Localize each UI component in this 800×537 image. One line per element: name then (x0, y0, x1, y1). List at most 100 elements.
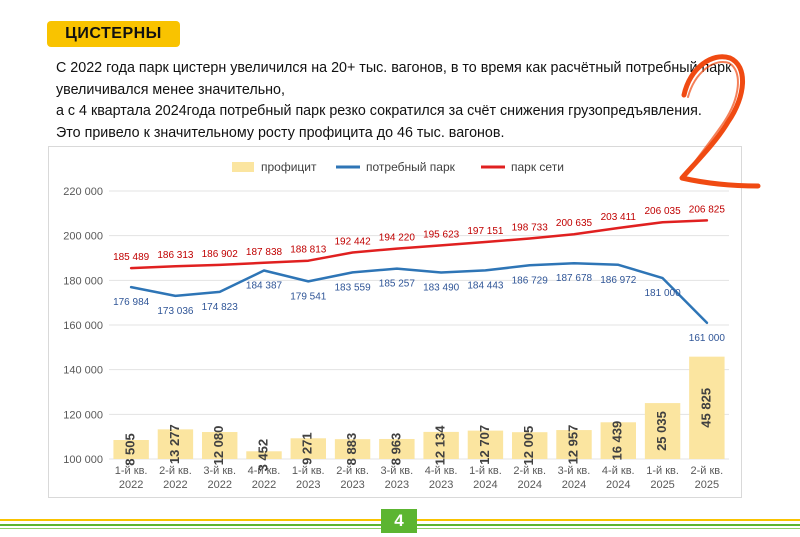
network-fleet-data-label: 200 635 (556, 218, 593, 229)
x-tick-label-year: 2023 (429, 479, 453, 491)
x-tick-label-quarter: 1-й кв. (292, 465, 325, 477)
y-tick-label: 120 000 (63, 409, 103, 421)
x-tick-label-quarter: 2-й кв. (159, 465, 192, 477)
x-tick-label-year: 2022 (207, 479, 231, 491)
network-fleet-data-label: 188 813 (290, 245, 327, 256)
surplus-bar (689, 356, 725, 459)
network-fleet-data-label: 197 151 (467, 226, 504, 237)
demand-fleet-data-label: 186 729 (512, 275, 549, 286)
demand-fleet-data-label: 186 972 (600, 275, 637, 286)
network-fleet-data-label: 203 411 (601, 212, 637, 223)
y-tick-label: 140 000 (63, 365, 103, 377)
surplus-data-label: 25 035 (654, 411, 669, 451)
x-tick-label-year: 2024 (473, 479, 497, 491)
legend-surplus-swatch (232, 162, 254, 172)
surplus-data-label: 16 439 (610, 421, 625, 461)
network-fleet-data-label: 194 220 (379, 233, 416, 244)
chart-frame: 100 000 120 000 140 000 160 000 180 000 200 0… (48, 146, 742, 498)
surplus-data-label: 12 005 (521, 426, 536, 466)
y-tick-label: 180 000 (63, 275, 103, 287)
x-tick-label-quarter: 2-й кв. (336, 465, 369, 477)
x-tick-label-quarter: 3-й кв. (558, 465, 591, 477)
description-line-2: увеличивался менее значительно, (56, 81, 285, 98)
x-tick-label-year: 2025 (695, 479, 719, 491)
legend-surplus-label: профицит (261, 160, 317, 174)
x-tick-label-quarter: 4-й кв. (248, 465, 281, 477)
x-tick-label-quarter: 4-й кв. (425, 465, 458, 477)
combo-chart: 100 000 120 000 140 000 160 000 180 000 200 0… (63, 160, 729, 491)
demand-fleet-line (129, 261, 709, 325)
x-tick-label-quarter: 2-й кв. (691, 465, 724, 477)
surplus-bar (379, 438, 415, 459)
surplus-data-label: 3 452 (255, 439, 270, 472)
network-fleet-data-label: 187 838 (246, 247, 283, 258)
network-fleet-data-label: 206 825 (689, 204, 726, 215)
surplus-bar (467, 430, 504, 459)
x-tick-label-quarter: 3-й кв. (381, 465, 414, 477)
x-tick-label-quarter: 1-й кв. (469, 465, 502, 477)
x-tick-label-quarter: 4-й кв. (602, 465, 635, 477)
demand-fleet-data-label: 181 000 (644, 288, 681, 299)
demand-fleet-data-label: 174 823 (202, 302, 239, 313)
surplus-bar (556, 430, 592, 459)
demand-fleet-data-label: 183 559 (334, 282, 371, 293)
description-line-4: Это привело к значительному росту профиц… (56, 124, 505, 141)
x-tick-label-quarter: 1-й кв. (646, 465, 679, 477)
surplus-bar (644, 403, 681, 459)
legend-network-label: парк сети (511, 160, 564, 174)
surplus-data-label: 8 883 (344, 433, 359, 466)
x-tick-label-year: 2024 (562, 479, 586, 491)
surplus-data-label: 8 963 (388, 433, 403, 466)
y-tick-label: 160 000 (63, 320, 103, 332)
demand-fleet-data-label: 179 541 (290, 291, 327, 302)
surplus-data-label: 12 134 (433, 425, 448, 466)
y-tick-label: 200 000 (63, 231, 103, 243)
surplus-bar (246, 451, 282, 459)
x-tick-label-year: 2022 (252, 479, 276, 491)
description: С 2022 года парк цистерн увеличился на 2… (56, 58, 756, 144)
surplus-data-label: 9 271 (300, 432, 315, 465)
x-tick-label-year: 2024 (517, 479, 541, 491)
x-tick-label-year: 2024 (606, 479, 630, 491)
surplus-data-label: 8 505 (123, 433, 138, 466)
surplus-bar (512, 432, 548, 459)
network-fleet-data-label: 185 489 (113, 252, 150, 263)
x-tick-label-year: 2023 (385, 479, 409, 491)
x-tick-label-quarter: 3-й кв. (203, 465, 236, 477)
network-fleet-data-label: 186 902 (202, 249, 239, 260)
surplus-data-label: 12 707 (477, 425, 492, 465)
surplus-data-label: 45 825 (698, 388, 713, 428)
demand-fleet-data-label: 173 036 (157, 306, 194, 317)
demand-fleet-data-label: 183 490 (423, 283, 460, 294)
x-tick-label-year: 2025 (650, 479, 674, 491)
y-tick-label: 100 000 (63, 454, 103, 466)
x-tick-label-quarter: 2-й кв. (513, 465, 546, 477)
demand-fleet-data-label: 184 387 (246, 281, 283, 292)
surplus-bar (334, 439, 371, 459)
network-fleet-line (129, 219, 709, 270)
description-line-1: С 2022 года парк цистерн увеличился на 2… (56, 60, 732, 76)
surplus-bar (290, 438, 326, 459)
demand-fleet-data-label: 187 678 (556, 273, 593, 284)
network-fleet-data-label: 192 442 (334, 237, 371, 248)
surplus-bar (157, 429, 194, 459)
surplus-data-label: 12 080 (211, 426, 226, 466)
network-fleet-data-label: 198 733 (512, 222, 549, 233)
demand-fleet-data-label: 176 984 (113, 297, 150, 308)
demand-fleet-data-label: 185 257 (379, 279, 416, 290)
network-fleet-data-label: 206 035 (644, 206, 681, 217)
x-tick-label-year: 2023 (296, 479, 320, 491)
x-tick-label-quarter: 1-й кв. (115, 465, 148, 477)
surplus-data-label: 12 957 (565, 425, 580, 465)
page-number: 4 (381, 509, 417, 533)
surplus-data-label: 13 277 (167, 424, 182, 464)
y-tick-label: 220 000 (63, 186, 103, 198)
surplus-bar (202, 432, 238, 459)
surplus-bar (423, 431, 459, 459)
x-tick-label-year: 2022 (163, 479, 187, 491)
surplus-bar (600, 422, 636, 459)
network-fleet-data-label: 195 623 (423, 229, 460, 240)
x-tick-label-year: 2022 (119, 479, 143, 491)
description-line-3: а с 4 квартала 2024года потребный парк р… (56, 103, 702, 119)
legend-demand-label: потребный парк (366, 160, 456, 174)
